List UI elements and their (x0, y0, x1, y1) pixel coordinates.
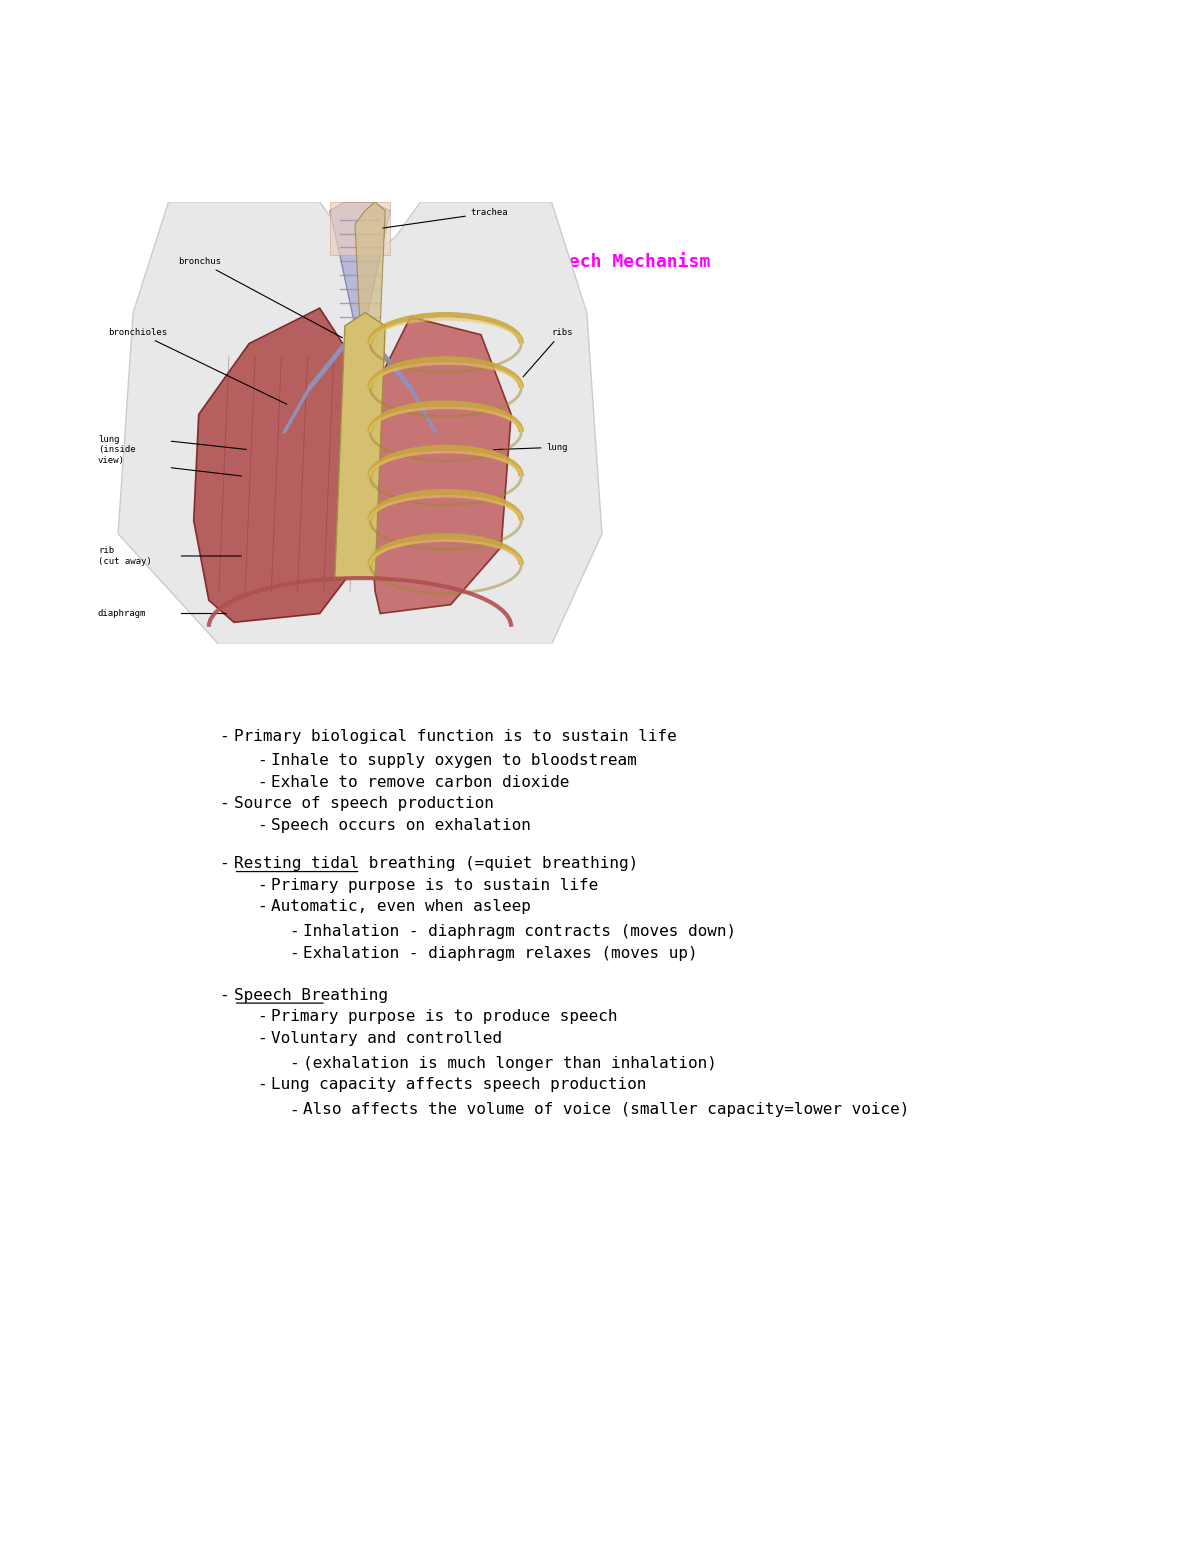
Text: Inhale to supply oxygen to bloodstream: Inhale to supply oxygen to bloodstream (271, 753, 637, 769)
Text: trachea: trachea (383, 208, 509, 228)
Text: lung: lung (494, 443, 568, 452)
Text: -: - (220, 988, 229, 1003)
Text: Exhale to remove carbon dioxide: Exhale to remove carbon dioxide (271, 775, 569, 789)
Text: Speech Breathing: Speech Breathing (234, 988, 388, 1003)
Text: -: - (257, 1031, 266, 1045)
Text: -: - (220, 856, 229, 871)
Text: Exhalation - diaphragm relaxes (moves up): Exhalation - diaphragm relaxes (moves up… (304, 946, 698, 961)
Text: ribs: ribs (523, 328, 574, 377)
Text: -: - (257, 899, 266, 915)
Text: Resting tidal breathing (=quiet breathing): Resting tidal breathing (=quiet breathin… (234, 856, 638, 871)
Text: Also affects the volume of voice (smaller capacity=lower voice): Also affects the volume of voice (smalle… (304, 1103, 910, 1117)
Text: Speech occurs on exhalation: Speech occurs on exhalation (271, 818, 530, 832)
Text: -: - (257, 1078, 266, 1092)
Text: Primary biological function is to sustain life: Primary biological function is to sustai… (234, 730, 677, 744)
Text: bronchus: bronchus (179, 256, 342, 339)
Text: -: - (289, 946, 299, 961)
Text: Anatomy and Physiology of the Speech Mechanism: Anatomy and Physiology of the Speech Mec… (210, 252, 710, 272)
Text: Primary purpose is to sustain life: Primary purpose is to sustain life (271, 877, 598, 893)
Text: -: - (257, 818, 266, 832)
Polygon shape (355, 202, 385, 326)
Text: Lung capacity affects speech production: Lung capacity affects speech production (271, 1078, 647, 1092)
Text: bronchioles: bronchioles (108, 328, 287, 404)
Text: -: - (257, 877, 266, 893)
Text: -: - (257, 753, 266, 769)
Text: Primary purpose is to produce speech: Primary purpose is to produce speech (271, 1009, 618, 1023)
Text: rib
(cut away): rib (cut away) (98, 547, 151, 565)
Text: Source of speech production: Source of speech production (234, 797, 493, 811)
Text: -: - (257, 775, 266, 789)
Text: -: - (289, 1103, 299, 1117)
Text: -: - (220, 797, 229, 811)
Polygon shape (330, 202, 390, 326)
Polygon shape (118, 202, 602, 644)
Text: Voluntary and controlled: Voluntary and controlled (271, 1031, 502, 1045)
Polygon shape (193, 307, 370, 623)
Text: -: - (289, 924, 299, 940)
Text: Inhalation - diaphragm contracts (moves down): Inhalation - diaphragm contracts (moves … (304, 924, 737, 940)
Text: lung
(inside
view): lung (inside view) (98, 435, 136, 464)
Text: diaphragm: diaphragm (98, 609, 146, 618)
Text: Respiratory System: Respiratory System (271, 348, 444, 363)
Text: Automatic, even when asleep: Automatic, even when asleep (271, 899, 530, 915)
Polygon shape (370, 317, 511, 613)
Text: -: - (220, 730, 229, 744)
Text: -: - (257, 1009, 266, 1023)
Polygon shape (330, 202, 390, 255)
Text: (exhalation is much longer than inhalation): (exhalation is much longer than inhalati… (304, 1056, 718, 1070)
Text: Speech Mechanism...: Speech Mechanism... (210, 312, 410, 331)
Polygon shape (335, 312, 385, 578)
Text: -: - (289, 1056, 299, 1070)
